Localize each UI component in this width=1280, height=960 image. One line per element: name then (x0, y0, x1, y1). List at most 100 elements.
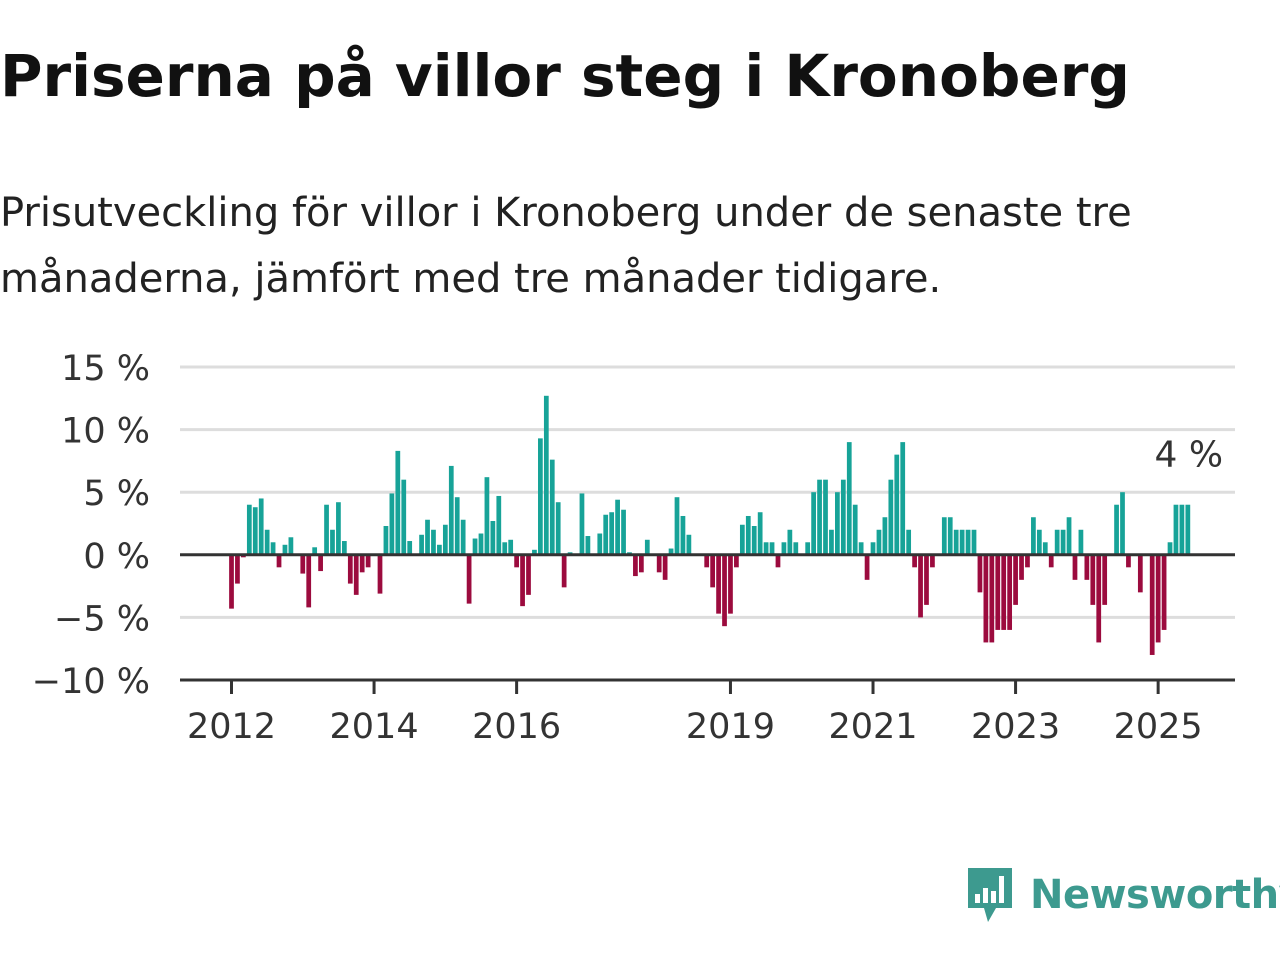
bar (419, 534, 424, 555)
bar (1066, 517, 1072, 555)
bar (745, 515, 751, 555)
bar (811, 492, 816, 555)
bar (763, 542, 769, 555)
bar (965, 529, 971, 555)
bar (888, 479, 894, 555)
bar (638, 554, 644, 573)
bar (728, 554, 733, 614)
last-value-label: 4 % (1155, 435, 1224, 476)
bar (1031, 517, 1036, 555)
bar (264, 529, 270, 555)
bar (1060, 529, 1066, 555)
bar (496, 495, 502, 555)
bar (674, 497, 680, 555)
bar (1114, 504, 1119, 555)
bar (817, 479, 822, 555)
bar (722, 554, 727, 627)
bar (716, 554, 721, 614)
bar (258, 498, 264, 555)
bar (306, 554, 312, 608)
bars (229, 395, 1191, 655)
bar (425, 519, 430, 555)
bar (585, 536, 591, 555)
bar (383, 526, 389, 555)
bar (852, 504, 858, 555)
bar (448, 465, 454, 555)
bar (734, 554, 739, 568)
bar (526, 554, 531, 595)
bar (1084, 554, 1090, 580)
bar (775, 554, 781, 568)
x-tick-label: 2025 (1114, 707, 1203, 747)
bar (656, 554, 662, 573)
x-tick-label: 2021 (828, 707, 917, 747)
bar (555, 502, 561, 555)
bar (549, 459, 555, 555)
bar (1001, 554, 1007, 630)
bar (1149, 554, 1155, 655)
bar (710, 554, 716, 588)
bar (603, 514, 609, 555)
bar (787, 529, 793, 555)
bar (918, 554, 923, 618)
bar (977, 554, 983, 593)
chart-subtitle: Prisutveckling för villor i Kronoberg un… (0, 190, 1132, 302)
bar (912, 554, 917, 568)
bar (1078, 529, 1084, 555)
y-tick-label: −10 % (32, 662, 150, 702)
bar (252, 507, 258, 555)
bar (336, 502, 341, 555)
bar-chart: 15 % 10 % 5 % 0 % −5 % −10 % 2012 2014 2016 2019… (32, 349, 1235, 747)
bar (1036, 529, 1042, 555)
y-tick-label: 0 % (83, 537, 150, 577)
bar (882, 517, 888, 555)
bar (924, 554, 929, 605)
bar (971, 529, 977, 555)
bar (662, 554, 668, 580)
bar (246, 504, 252, 555)
bar (1155, 554, 1161, 643)
bar (401, 479, 407, 555)
bar (597, 533, 603, 555)
bar (704, 554, 710, 568)
bar (668, 548, 674, 555)
bar (989, 554, 995, 643)
y-tick-label: 10 % (61, 412, 150, 452)
x-axis-ticks: 2012 2014 2016 2019 2021 2023 2025 (187, 680, 1203, 747)
bar (1019, 554, 1024, 580)
bar (1102, 554, 1108, 605)
bar (900, 442, 906, 555)
bar (502, 542, 508, 555)
brand-name: Newsworthy (1030, 872, 1280, 918)
bar (341, 541, 347, 555)
bar (472, 538, 478, 555)
bar (739, 524, 745, 555)
newsworthy-logo[interactable]: Newsworthy (964, 862, 1280, 928)
bar (407, 541, 413, 555)
bar (1054, 529, 1060, 555)
bar (466, 554, 472, 604)
bar (520, 554, 525, 607)
bar (805, 542, 811, 555)
y-tick-label: 5 % (83, 474, 150, 514)
bar (621, 509, 626, 555)
bar (858, 542, 864, 555)
bar (579, 493, 585, 555)
bar (757, 512, 763, 555)
bar (823, 479, 828, 555)
x-tick-label: 2019 (686, 707, 775, 747)
x-tick-label: 2023 (971, 707, 1060, 747)
bar (312, 547, 318, 555)
bar (359, 554, 365, 573)
x-tick-label: 2016 (472, 707, 561, 747)
bar (490, 520, 496, 555)
bar (995, 554, 1001, 630)
bar (508, 539, 514, 555)
bar (876, 529, 882, 555)
bar (983, 554, 989, 643)
bar (959, 529, 965, 555)
bar (953, 529, 959, 555)
bar (1179, 504, 1185, 555)
bar (460, 519, 466, 555)
bar (561, 554, 567, 588)
